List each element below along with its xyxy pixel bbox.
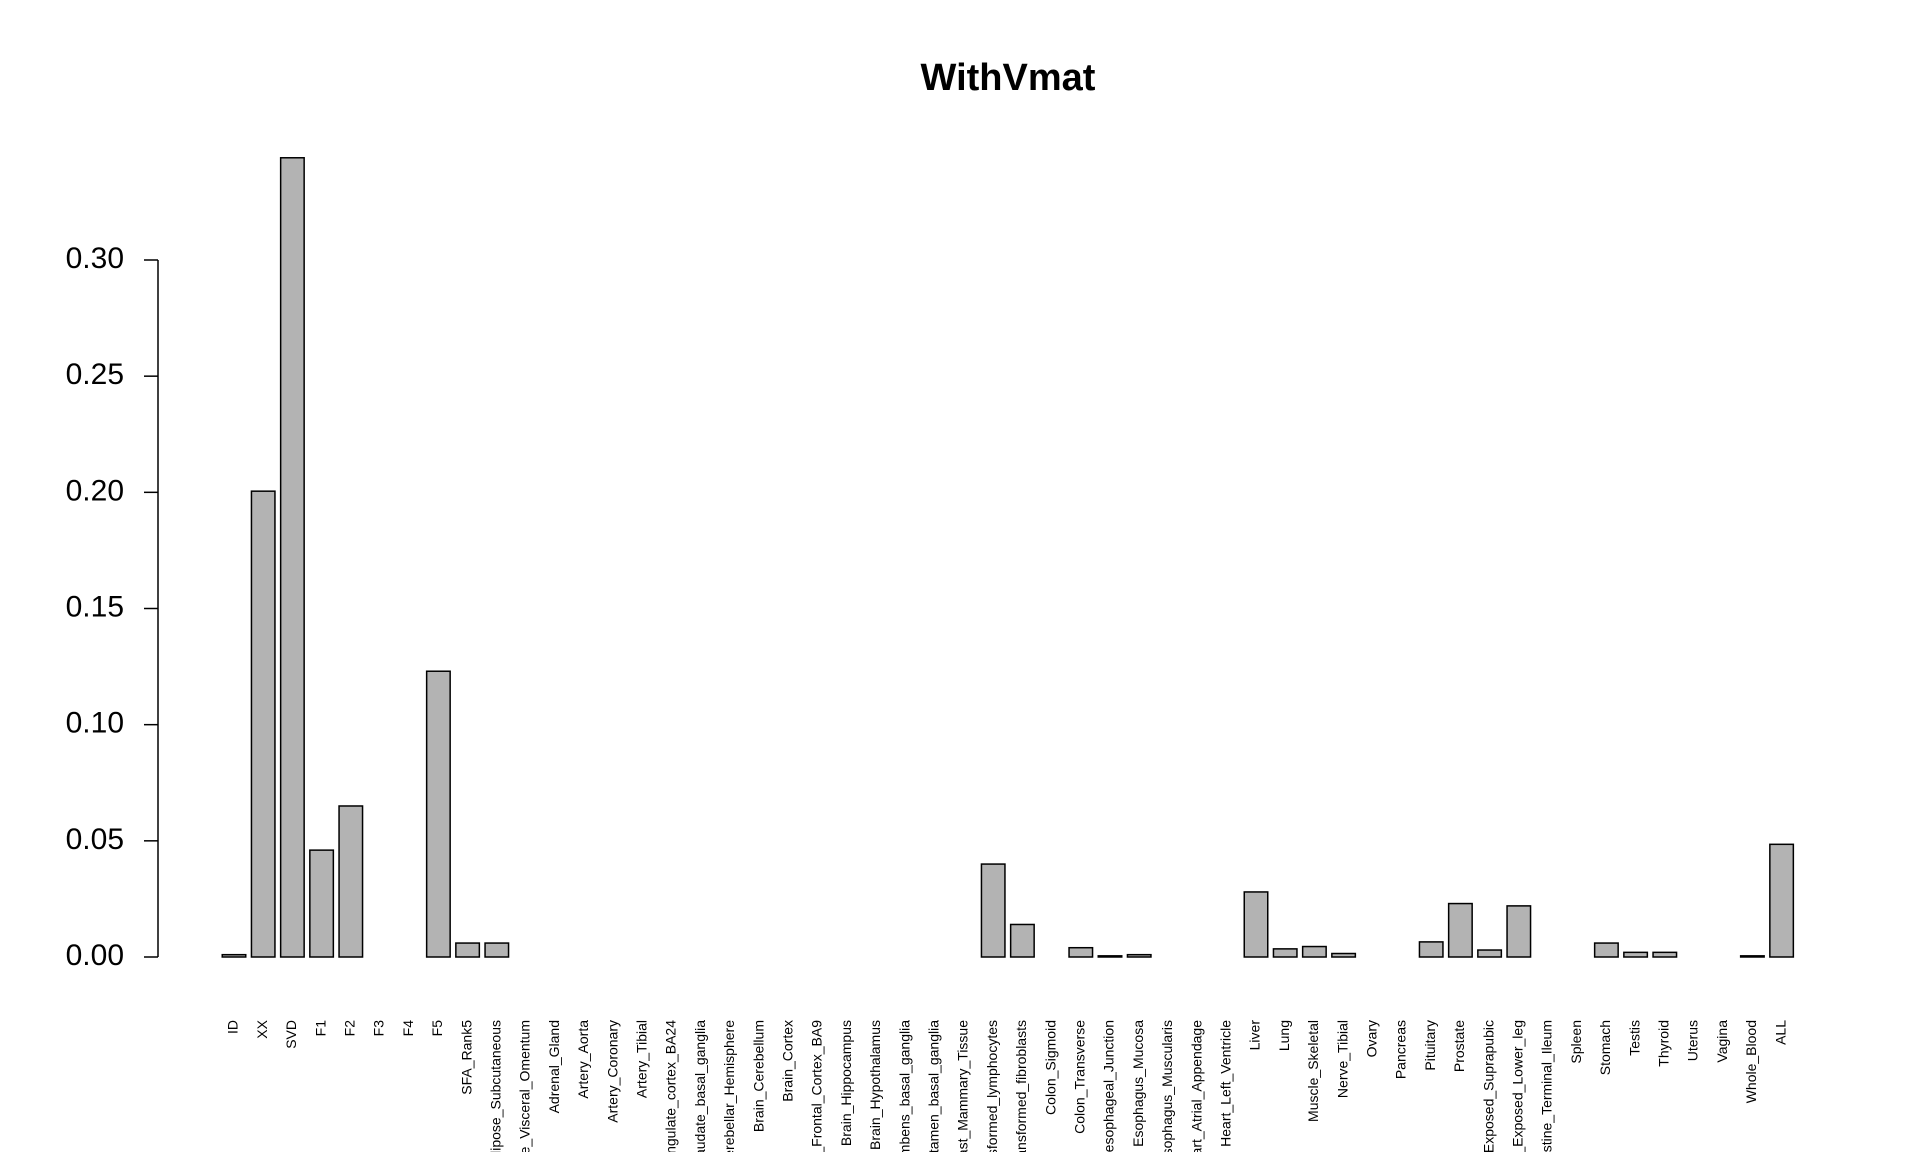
x-tick-label: Muscle_Skeletal (1305, 1020, 1321, 1122)
x-tick-label: Vagina (1714, 1020, 1730, 1063)
x-tick-label: SVD (283, 1020, 299, 1049)
bar (1243, 891, 1269, 958)
bar (425, 670, 451, 958)
x-tick-label: SFA_Rank5 (458, 1020, 474, 1095)
x-tick-label: Prostate (1451, 1020, 1467, 1072)
x-tick-label: Whole_Blood (1743, 1020, 1759, 1103)
x-tick-label: Artery_Aorta (575, 1020, 591, 1099)
x-tick-label: Pituitary (1422, 1020, 1438, 1071)
y-tick-label: 0.30 (66, 242, 124, 275)
bar (1477, 949, 1503, 958)
bar (1593, 942, 1619, 958)
x-tick-label: XX (254, 1019, 270, 1038)
x-tick-label: eart_Atrial_Appendage (1188, 1020, 1204, 1152)
bar (980, 863, 1006, 958)
bar (338, 805, 364, 958)
bar (1068, 946, 1094, 958)
x-tick-label: Stomach (1597, 1020, 1613, 1075)
x-tick-label: Brain_Cortex (780, 1020, 796, 1102)
x-tick-label: ansformed_fibroblasts (1013, 1020, 1029, 1152)
x-tick-label: Uterus (1685, 1020, 1701, 1061)
x-tick-label: F2 (342, 1020, 358, 1037)
x-tick-label: ast_Mammary_Tissue (955, 1020, 971, 1152)
bar (1126, 953, 1152, 958)
x-tick-label: mbens_basal_ganglia (896, 1020, 912, 1152)
x-tick-label: ALL (1772, 1020, 1788, 1045)
x-tick-label: utamen_basal_ganglia (926, 1020, 942, 1152)
x-tick-label: Brain_Hippocampus (838, 1020, 854, 1146)
bar (309, 849, 335, 958)
x-tick-label: Thyroid (1656, 1020, 1672, 1067)
x-tick-label: dipose_Subcutaneous (488, 1020, 504, 1152)
x-tick-label: Nerve_Tibial (1334, 1020, 1350, 1098)
x-tick-label: sformed_lymphocytes (984, 1020, 1000, 1152)
x-tick-label: Colon_Sigmoid (1042, 1020, 1058, 1115)
x-tick-label: Heart_Left_Ventricle (1218, 1020, 1234, 1147)
bar (1301, 945, 1327, 958)
x-tick-label: estine_Terminal_Ileum (1539, 1020, 1555, 1152)
x-tick-label: Testis (1626, 1020, 1642, 1056)
bar (250, 490, 276, 958)
bar (1623, 951, 1649, 958)
x-tick-label: Artery_Coronary (604, 1020, 620, 1123)
chart-title: WithVmat (921, 57, 1096, 99)
x-tick-label: _Frontal_Cortex_BA9 (809, 1020, 825, 1152)
bar (1331, 952, 1357, 958)
x-tick-label: oesophageal_Junction (1101, 1020, 1117, 1152)
x-tick-label: Liver (1247, 1020, 1263, 1051)
x-tick-label: audate_basal_ganglia (692, 1020, 708, 1152)
x-tick-label: Brain_Hypothalamus (867, 1020, 883, 1150)
y-tick-label: 0.00 (66, 939, 124, 972)
bar (1506, 905, 1532, 958)
x-tick-label: Artery_Tibial (634, 1020, 650, 1098)
x-tick-label: n_Exposed_Lower_leg (1510, 1020, 1526, 1152)
bar (455, 942, 481, 958)
x-tick-label: F3 (371, 1020, 387, 1037)
bar (221, 953, 247, 958)
x-tick-label: ID (225, 1020, 241, 1034)
bar (1447, 902, 1473, 958)
x-tick-label: Esophagus_Mucosa (1130, 1020, 1146, 1147)
x-tick-label: erebellar_Hemisphere (721, 1020, 737, 1152)
bar (279, 157, 305, 958)
bar (1769, 843, 1795, 958)
bar (1652, 951, 1678, 958)
y-tick-label: 0.10 (66, 707, 124, 740)
x-tick-label: Adrenal_Gland (546, 1020, 562, 1113)
bar (484, 942, 510, 958)
y-tick-label: 0.05 (66, 823, 124, 856)
x-tick-label: F4 (400, 1020, 416, 1037)
y-tick-label: 0.20 (66, 474, 124, 507)
x-tick-label: se_Visceral_Omentum (517, 1020, 533, 1152)
bar (1739, 955, 1765, 958)
bar (1097, 955, 1123, 958)
x-tick-label: Esophagus_Muscularis (1159, 1020, 1175, 1152)
x-tick-label: ingulate_cortex_BA24 (663, 1020, 679, 1152)
y-tick-label: 0.25 (66, 358, 124, 391)
y-tick-label: 0.15 (66, 590, 124, 623)
bar (1009, 923, 1035, 958)
bar (1418, 941, 1444, 958)
x-tick-label: Lung (1276, 1020, 1292, 1051)
x-tick-label: F5 (429, 1020, 445, 1037)
x-tick-label: Brain_Cerebellum (750, 1020, 766, 1132)
x-tick-label: Ovary (1364, 1020, 1380, 1057)
x-tick-label: F1 (312, 1020, 328, 1037)
x-tick-label: _Exposed_Suprapubic (1480, 1020, 1496, 1152)
x-tick-label: Colon_Transverse (1072, 1020, 1088, 1134)
x-tick-label: Spleen (1568, 1020, 1584, 1064)
bar (1272, 948, 1298, 958)
x-tick-label: Pancreas (1393, 1020, 1409, 1079)
